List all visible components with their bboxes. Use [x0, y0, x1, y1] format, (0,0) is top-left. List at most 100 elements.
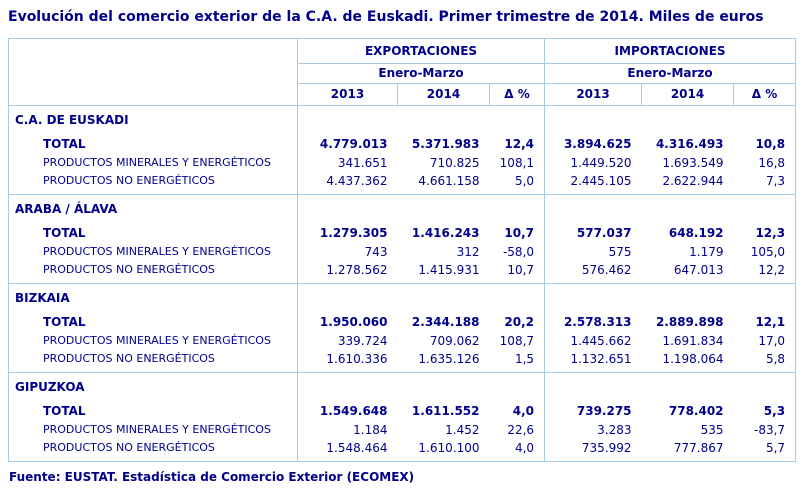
empty-cell	[398, 373, 490, 398]
section-ca-euskadi: C.A. DE EUSKADI TOTAL 4.779.013 5.371.98…	[8, 105, 796, 195]
col-imp-delta: Δ %	[733, 83, 796, 106]
empty-cell	[734, 373, 796, 398]
period-exportaciones: Enero-Marzo	[296, 63, 545, 84]
empty-cell	[734, 284, 796, 309]
empty-cell	[642, 373, 734, 398]
data-row: PRODUCTOS MINERALES Y ENERGÉTICOS 341.65…	[9, 154, 796, 172]
group-header-row: EXPORTACIONES IMPORTACIONES	[9, 38, 796, 64]
value-cell: 5,3	[763, 404, 786, 418]
value-cell: 1.635.126	[418, 352, 480, 366]
value-cell: 1.950.060	[297, 308, 398, 332]
value-cell: 777.867	[673, 441, 724, 455]
value-cell: 16,8	[758, 156, 786, 170]
value-cell: 1.548.464	[297, 439, 398, 462]
col-exp-2013: 2013	[297, 83, 398, 106]
row-label: PRODUCTOS NO ENERGÉTICOS	[43, 352, 215, 365]
section-header-row: C.A. DE EUSKADI	[9, 105, 796, 131]
row-label: PRODUCTOS NO ENERGÉTICOS	[43, 263, 215, 276]
row-label: TOTAL	[43, 315, 86, 329]
value-cell: 4.661.158	[418, 174, 480, 188]
col-imp-2014: 2014	[641, 83, 734, 106]
empty-cell	[297, 194, 398, 219]
value-cell: 2.344.188	[411, 315, 480, 329]
empty-cell	[642, 106, 734, 131]
corner-empty-cell	[9, 39, 298, 106]
col-exp-2014: 2014	[397, 83, 490, 106]
empty-cell	[642, 195, 734, 220]
value-cell: 1.693.549	[662, 156, 724, 170]
empty-cell	[398, 195, 490, 220]
value-cell: 5.371.983	[411, 137, 480, 151]
value-cell: 577.037	[544, 219, 642, 243]
value-cell: 1,5	[514, 352, 535, 366]
value-cell: 535	[700, 423, 724, 437]
value-cell: 710.825	[429, 156, 480, 170]
value-cell: 1.691.834	[662, 334, 724, 348]
value-cell: 1.279.305	[297, 219, 398, 243]
total-row: TOTAL 4.779.013 5.371.983 12,4 3.894.625…	[9, 130, 796, 154]
year-header-row: 2013 2014 Δ % 2013 2014 Δ %	[9, 83, 796, 106]
value-cell: 10,7	[507, 263, 535, 277]
value-cell: 10,7	[504, 226, 535, 240]
data-row: PRODUCTOS NO ENERGÉTICOS 1.278.562 1.415…	[9, 261, 796, 284]
value-cell: 1.184	[297, 421, 398, 439]
row-label: PRODUCTOS MINERALES Y ENERGÉTICOS	[43, 156, 271, 169]
data-row: PRODUCTOS NO ENERGÉTICOS 1.610.336 1.635…	[9, 350, 796, 373]
value-cell: 5,7	[765, 441, 786, 455]
value-cell: 709.062	[429, 334, 480, 348]
period-importaciones: Enero-Marzo	[544, 63, 796, 84]
row-label: PRODUCTOS NO ENERGÉTICOS	[43, 441, 215, 454]
empty-cell	[297, 283, 398, 308]
value-cell: 341.651	[297, 154, 398, 172]
territory-name: GIPUZKOA	[15, 380, 85, 394]
territory-name: C.A. DE EUSKADI	[15, 113, 129, 127]
empty-cell	[490, 373, 545, 398]
value-cell: 1.132.651	[544, 350, 642, 373]
value-cell: 4,0	[514, 441, 535, 455]
value-cell: 647.013	[673, 263, 724, 277]
value-cell: 12,2	[758, 263, 786, 277]
value-cell: 739.275	[544, 397, 642, 421]
col-imp-2013: 2013	[544, 83, 642, 106]
value-cell: 108,1	[499, 156, 535, 170]
value-cell: 2.445.105	[544, 172, 642, 195]
row-label: PRODUCTOS MINERALES Y ENERGÉTICOS	[43, 334, 271, 347]
value-cell: 4,0	[512, 404, 535, 418]
value-cell: 576.462	[544, 261, 642, 284]
value-cell: 12,4	[504, 137, 535, 151]
value-cell: 1.416.243	[411, 226, 480, 240]
empty-cell	[544, 283, 642, 308]
total-row: TOTAL 1.950.060 2.344.188 20,2 2.578.313…	[9, 308, 796, 332]
value-cell: 2.578.313	[544, 308, 642, 332]
row-label: TOTAL	[43, 404, 86, 418]
empty-cell	[297, 105, 398, 130]
col-group-exportaciones: EXPORTACIONES	[296, 38, 545, 64]
data-row: PRODUCTOS MINERALES Y ENERGÉTICOS 1.184 …	[9, 421, 796, 439]
territory-name: BIZKAIA	[15, 291, 70, 305]
value-cell: 1.445.662	[544, 332, 642, 350]
value-cell: 5,0	[514, 174, 535, 188]
value-cell: 1.610.100	[418, 441, 480, 455]
value-cell: 22,6	[507, 423, 535, 437]
section-header-row: GIPUZKOA	[9, 372, 796, 398]
value-cell: 1.198.064	[662, 352, 724, 366]
section-header-row: ARABA / ÁLAVA	[9, 194, 796, 220]
territory-name: ARABA / ÁLAVA	[15, 202, 118, 216]
data-row: PRODUCTOS MINERALES Y ENERGÉTICOS 743 31…	[9, 243, 796, 261]
empty-cell	[398, 284, 490, 309]
value-cell: 3.283	[544, 421, 642, 439]
value-cell: 312	[456, 245, 480, 259]
empty-cell	[544, 194, 642, 219]
value-cell: 339.724	[297, 332, 398, 350]
value-cell: 12,3	[755, 226, 786, 240]
value-cell: 17,0	[758, 334, 786, 348]
value-cell: 648.192	[668, 226, 724, 240]
value-cell: 105,0	[750, 245, 786, 259]
empty-cell	[490, 106, 545, 131]
section-gipuzkoa: GIPUZKOA TOTAL 1.549.648 1.611.552 4,0 7…	[8, 372, 796, 462]
empty-cell	[398, 106, 490, 131]
value-cell: 1.449.520	[544, 154, 642, 172]
value-cell: 10,8	[755, 137, 786, 151]
page-title: Evolución del comercio exterior de la C.…	[8, 9, 764, 25]
value-cell: 1.549.648	[297, 397, 398, 421]
